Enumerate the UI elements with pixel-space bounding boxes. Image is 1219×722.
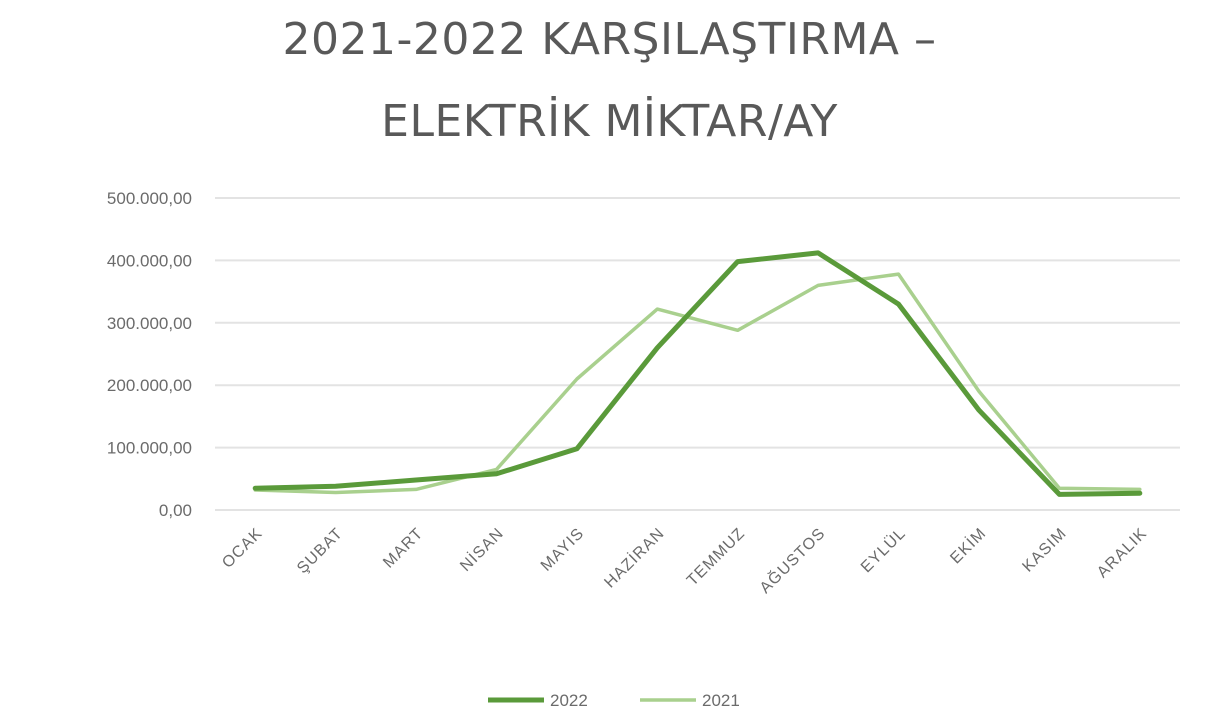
chart-title-line-1: 2021-2022 KARŞILAŞTIRMA – <box>282 14 937 65</box>
x-tick-label: ARALIK <box>1094 525 1151 582</box>
x-tick-label: TEMMUZ <box>684 525 749 590</box>
x-tick-label: NİSAN <box>456 523 508 575</box>
chart-title-line-2: ELEKTRİK MİKTAR/AY <box>381 96 838 147</box>
series-line-2022 <box>252 250 1143 497</box>
y-tick-label: 100.000,00 <box>107 439 192 458</box>
legend-label-2021: 2021 <box>702 691 740 710</box>
x-tick-label: EYLÜL <box>857 524 909 576</box>
legend-label-2022: 2022 <box>550 691 588 710</box>
y-tick-label: 200.000,00 <box>107 376 192 395</box>
series-line-2021 <box>253 272 1142 495</box>
y-tick-label: 400.000,00 <box>107 251 192 270</box>
x-tick-label: AĞUSTOS <box>755 523 829 597</box>
y-tick-label: 500.000,00 <box>107 189 192 208</box>
y-tick-label: 300.000,00 <box>107 314 192 333</box>
x-tick-label: MART <box>380 525 427 572</box>
x-tick-label: ŞUBAT <box>294 525 346 577</box>
x-tick-label: OCAK <box>219 525 266 572</box>
x-tick-label: EKİM <box>946 523 990 567</box>
x-tick-label: HAZİRAN <box>600 523 668 591</box>
x-tick-label: KASIM <box>1019 525 1070 576</box>
y-tick-label: 0,00 <box>159 501 192 520</box>
x-tick-label: MAYIS <box>538 525 588 575</box>
